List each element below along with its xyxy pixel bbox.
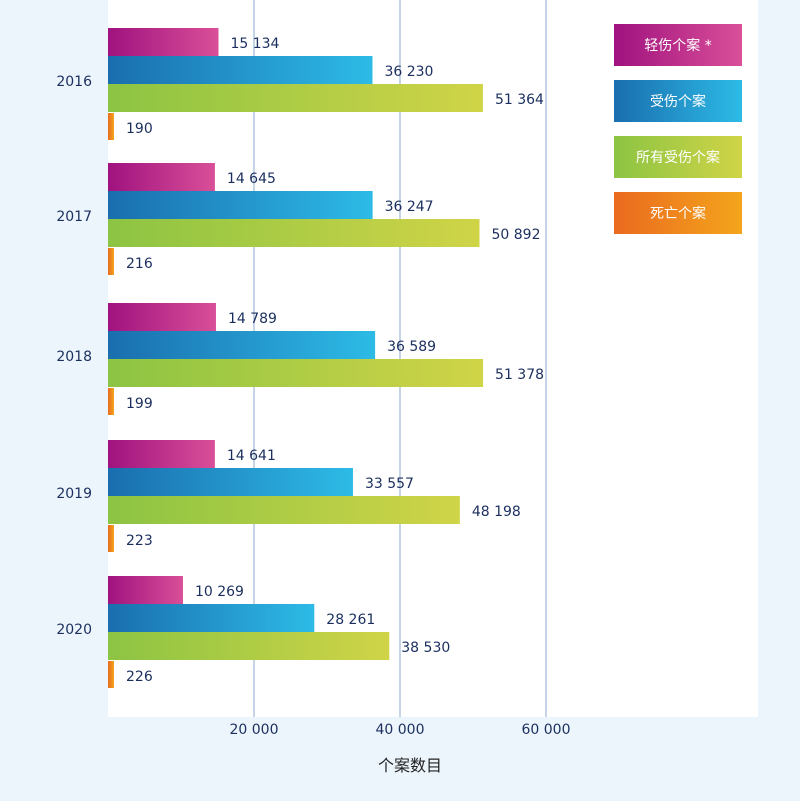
bar-all_injury-2020 bbox=[108, 632, 390, 660]
x-tick-label: 40 000 bbox=[376, 722, 425, 738]
value-label-injury-2018: 36 589 bbox=[387, 339, 436, 355]
value-label-all_injury-2020: 38 530 bbox=[401, 640, 450, 656]
category-label: 2020 bbox=[56, 622, 92, 638]
bar-injury-2017 bbox=[108, 191, 373, 219]
legend-item-all_injury: 所有受伤个案 bbox=[614, 136, 742, 178]
legend-label: 所有受伤个案 bbox=[636, 149, 720, 166]
x-axis-ticks: 20 000 40 000 60 000 bbox=[230, 722, 571, 738]
value-label-minor-2017: 14 645 bbox=[227, 171, 276, 187]
value-label-death-2016: 190 bbox=[126, 121, 153, 137]
bar-death-2016 bbox=[108, 113, 114, 140]
bar-minor-2019 bbox=[108, 440, 215, 468]
x-tick-label: 60 000 bbox=[522, 722, 571, 738]
value-label-injury-2017: 36 247 bbox=[385, 199, 434, 215]
value-label-injury-2020: 28 261 bbox=[326, 612, 375, 628]
value-label-minor-2019: 14 641 bbox=[227, 448, 276, 464]
value-label-injury-2019: 33 557 bbox=[365, 476, 414, 492]
category-label: 2018 bbox=[56, 349, 92, 365]
legend-swatch bbox=[614, 80, 742, 122]
category-label: 2019 bbox=[56, 486, 92, 502]
legend-swatch bbox=[614, 24, 742, 66]
bar-all_injury-2019 bbox=[108, 496, 460, 524]
value-label-all_injury-2016: 51 364 bbox=[495, 92, 544, 108]
bar-injury-2020 bbox=[108, 604, 315, 632]
value-label-death-2020: 226 bbox=[126, 669, 153, 685]
value-label-all_injury-2019: 48 198 bbox=[472, 504, 521, 520]
category-label: 2016 bbox=[56, 74, 92, 90]
value-label-death-2017: 216 bbox=[126, 256, 153, 272]
category-labels: 2016 2017 2018 2019 2020 bbox=[56, 74, 92, 638]
bar-all_injury-2017 bbox=[108, 219, 480, 247]
bar-death-2020 bbox=[108, 661, 114, 688]
bar-death-2019 bbox=[108, 525, 114, 552]
bar-injury-2019 bbox=[108, 468, 353, 496]
value-label-injury-2016: 36 230 bbox=[384, 64, 433, 80]
bar-minor-2020 bbox=[108, 576, 183, 604]
value-label-minor-2016: 15 134 bbox=[230, 36, 279, 52]
legend-label: 死亡个案 bbox=[650, 205, 706, 222]
x-axis-title: 个案数目 bbox=[378, 756, 442, 775]
bar-all_injury-2018 bbox=[108, 359, 484, 387]
bar-death-2017 bbox=[108, 248, 114, 275]
value-label-minor-2018: 14 789 bbox=[228, 311, 277, 327]
value-label-death-2019: 223 bbox=[126, 533, 153, 549]
x-tick-label: 20 000 bbox=[230, 722, 279, 738]
bars bbox=[108, 28, 484, 688]
legend-item-injury: 受伤个案 bbox=[614, 80, 742, 122]
value-label-minor-2020: 10 269 bbox=[195, 584, 244, 600]
legend-label: 受伤个案 bbox=[650, 93, 706, 110]
category-label: 2017 bbox=[56, 209, 92, 225]
value-label-all_injury-2017: 50 892 bbox=[492, 227, 541, 243]
bar-injury-2016 bbox=[108, 56, 373, 84]
legend-label: 轻伤个案 * bbox=[644, 37, 711, 54]
legend-item-minor: 轻伤个案 * bbox=[614, 24, 742, 66]
value-label-death-2018: 199 bbox=[126, 396, 153, 412]
legend-swatch bbox=[614, 136, 742, 178]
bar-minor-2017 bbox=[108, 163, 215, 191]
bar-death-2018 bbox=[108, 388, 114, 415]
bar-injury-2018 bbox=[108, 331, 376, 359]
legend-item-death: 死亡个案 bbox=[614, 192, 742, 234]
value-labels: 15 134 36 230 51 364 190 14 645 36 247 50 892 2… bbox=[126, 36, 544, 685]
bar-minor-2018 bbox=[108, 303, 216, 331]
bar-minor-2016 bbox=[108, 28, 219, 56]
value-label-all_injury-2018: 51 378 bbox=[495, 367, 544, 383]
bar-all_injury-2016 bbox=[108, 84, 483, 112]
legend-swatch bbox=[614, 192, 742, 234]
